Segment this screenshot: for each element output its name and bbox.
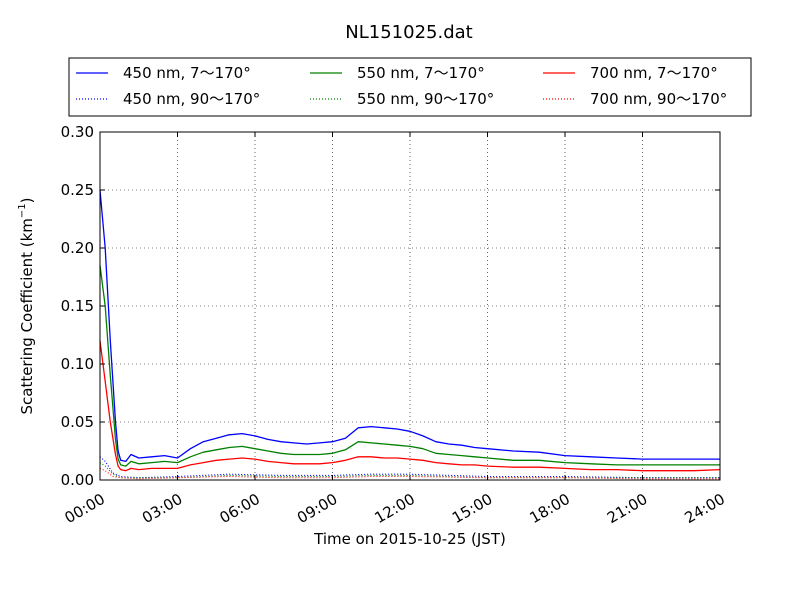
- legend-label: 550 nm, 7～170°: [357, 64, 485, 82]
- chart-title: NL151025.dat: [345, 22, 472, 43]
- legend-label: 450 nm, 90～170°: [123, 90, 260, 108]
- series-layer: [99, 189, 721, 480]
- y-axis-label-sup: −1: [17, 203, 28, 218]
- y-tick-label: 0.30: [61, 123, 94, 141]
- legend-label: 550 nm, 90～170°: [357, 90, 494, 108]
- y-axis-label-end: ): [18, 197, 36, 203]
- series-line: [99, 467, 720, 480]
- y-tick-label: 0.00: [61, 471, 94, 489]
- legend: 450 nm, 7～170° 450 nm, 90～170° 550 nm, 7～1…: [68, 57, 752, 117]
- legend-label: 700 nm, 7～170°: [590, 64, 718, 82]
- legend-box: [68, 57, 752, 117]
- series-line: [99, 340, 721, 472]
- y-tick-label: 0.05: [61, 413, 94, 431]
- plot-area: [99, 131, 721, 481]
- y-axis-label-main: Scattering Coefficient (km: [18, 218, 36, 414]
- series-line: [99, 189, 720, 463]
- legend-label: 700 nm, 90～170°: [590, 90, 727, 108]
- series-line: [99, 265, 720, 467]
- y-tick-label: 0.20: [61, 239, 94, 257]
- grid: [100, 132, 720, 480]
- x-axis-label: Time on 2015-10-25 (JST): [313, 530, 506, 548]
- series-line: [99, 456, 720, 479]
- y-tick-label: 0.25: [61, 181, 94, 199]
- y-tick-labels: 0.00 0.05 0.10 0.15 0.20 0.25 0.30: [61, 123, 94, 489]
- legend-label: 450 nm, 7～170°: [123, 64, 251, 82]
- y-axis-label: Scattering Coefficient (km−1): [17, 197, 36, 414]
- ticks: [99, 131, 721, 481]
- y-tick-label: 0.15: [61, 297, 94, 315]
- y-tick-label: 0.10: [61, 355, 94, 373]
